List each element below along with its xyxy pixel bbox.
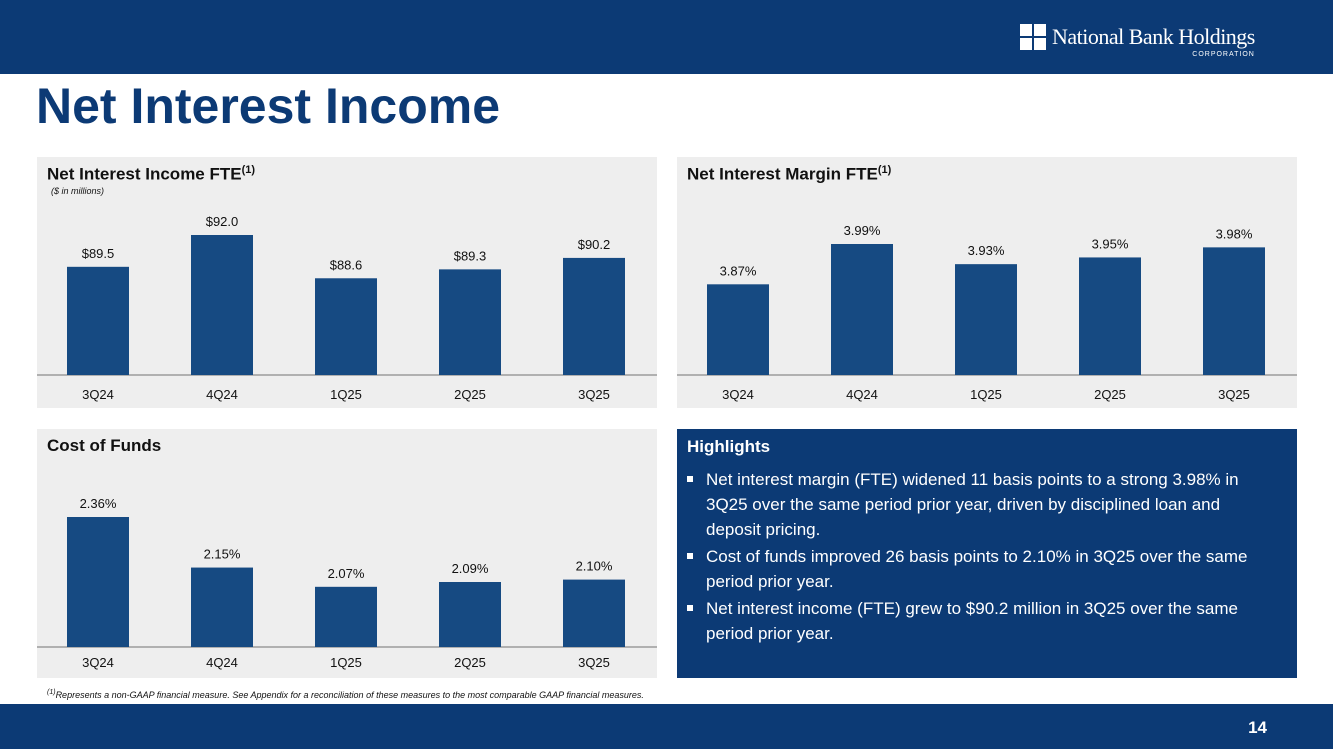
square-bullet-icon <box>687 605 693 611</box>
bar-4q24 <box>191 235 253 375</box>
bar-3q24 <box>67 266 129 375</box>
highlight-item: Net interest income (FTE) grew to $90.2 … <box>687 596 1277 646</box>
cof-chart-panel: 2.36% 3Q24 2.15% 4Q24 2.07% 1Q25 2.09% 2Q25 2.10… <box>37 429 657 678</box>
bar-1q25 <box>315 586 377 647</box>
bar-3q24 <box>707 284 769 375</box>
data-label: $88.6 <box>330 257 363 272</box>
x-tick-label: 3Q25 <box>578 387 610 402</box>
x-tick-label: 4Q24 <box>206 387 238 402</box>
top-banner: National Bank Holdings CORPORATION <box>0 0 1333 74</box>
bar-2q25 <box>439 582 501 647</box>
x-tick-label: 1Q25 <box>330 655 362 670</box>
x-tick-label: 3Q24 <box>82 655 114 670</box>
data-label: 3.93% <box>968 243 1005 258</box>
nim-bar-chart: 3.87% 3Q24 3.99% 4Q24 3.93% 1Q25 3.95% 2Q25 3.98… <box>677 223 1297 402</box>
bar-1q25 <box>315 278 377 375</box>
nim-chart-title: Net Interest Margin FTE(1) <box>687 164 892 184</box>
bar-3q25 <box>563 257 625 375</box>
logo-subtitle: CORPORATION <box>1192 51 1255 58</box>
highlight-item: Net interest margin (FTE) widened 11 bas… <box>687 467 1277 542</box>
data-label: 2.10% <box>576 559 613 574</box>
bar-2q25 <box>1079 257 1141 375</box>
data-label: 3.99% <box>844 223 881 238</box>
data-label: 2.15% <box>204 547 241 562</box>
x-tick-label: 3Q25 <box>1218 387 1250 402</box>
bar-3q25 <box>1203 247 1265 375</box>
bar-1q25 <box>955 264 1017 375</box>
x-tick-label: 2Q25 <box>454 387 486 402</box>
bar-3q24 <box>67 517 129 647</box>
bar-4q24 <box>191 567 253 647</box>
x-tick-label: 3Q25 <box>578 655 610 670</box>
nii-chart-panel: $89.5 3Q24 $92.0 4Q24 $88.6 1Q25 $89.3 2Q25 $90.… <box>37 157 657 408</box>
square-bullet-icon <box>687 476 693 482</box>
logo-squares-icon <box>1020 24 1046 50</box>
page-title: Net Interest Income <box>36 78 501 134</box>
data-label: 2.07% <box>328 566 365 581</box>
x-tick-label: 2Q25 <box>1094 387 1126 402</box>
x-tick-label: 2Q25 <box>454 655 486 670</box>
data-label: 3.95% <box>1092 236 1129 251</box>
nii-bar-chart: $89.5 3Q24 $92.0 4Q24 $88.6 1Q25 $89.3 2Q25 $90.… <box>37 214 657 402</box>
data-label: $92.0 <box>206 214 239 229</box>
bar-2q25 <box>439 269 501 375</box>
x-tick-label: 3Q24 <box>82 387 114 402</box>
data-label: $89.5 <box>82 246 115 261</box>
highlights-title: Highlights <box>687 437 771 456</box>
nii-chart-title: Net Interest Income FTE(1) <box>47 164 256 184</box>
highlights-panel: Highlights Net interest margin (FTE) wid… <box>677 429 1297 678</box>
x-tick-label: 4Q24 <box>846 387 878 402</box>
square-bullet-icon <box>687 553 693 559</box>
x-tick-label: 3Q24 <box>722 387 754 402</box>
nii-chart-subtitle: ($ in millions) <box>51 186 105 196</box>
x-tick-label: 1Q25 <box>330 387 362 402</box>
cof-chart-title: Cost of Funds <box>47 436 162 455</box>
highlights-list: Net interest margin (FTE) widened 11 bas… <box>687 467 1277 648</box>
bar-3q25 <box>563 579 625 647</box>
data-label: 2.36% <box>80 496 117 511</box>
logo-name: National Bank Holdings <box>1052 24 1255 49</box>
data-label: 3.87% <box>720 263 757 278</box>
bottom-banner: 14 <box>0 704 1333 749</box>
highlight-item: Cost of funds improved 26 basis points t… <box>687 544 1277 594</box>
data-label: 2.09% <box>452 561 489 576</box>
page-number: 14 <box>1248 718 1267 737</box>
bar-4q24 <box>831 244 893 375</box>
data-label: $90.2 <box>578 237 611 252</box>
data-label: 3.98% <box>1216 226 1253 241</box>
data-label: $89.3 <box>454 248 487 263</box>
cof-bar-chart: 2.36% 3Q24 2.15% 4Q24 2.07% 1Q25 2.09% 2Q25 2.10… <box>37 496 657 670</box>
footnote: (1)Represents a non-GAAP financial measu… <box>47 689 644 700</box>
company-logo: National Bank Holdings CORPORATION <box>1020 24 1255 59</box>
nim-chart-panel: 3.87% 3Q24 3.99% 4Q24 3.93% 1Q25 3.95% 2Q25 3.98… <box>677 157 1297 408</box>
x-tick-label: 1Q25 <box>970 387 1002 402</box>
x-tick-label: 4Q24 <box>206 655 238 670</box>
